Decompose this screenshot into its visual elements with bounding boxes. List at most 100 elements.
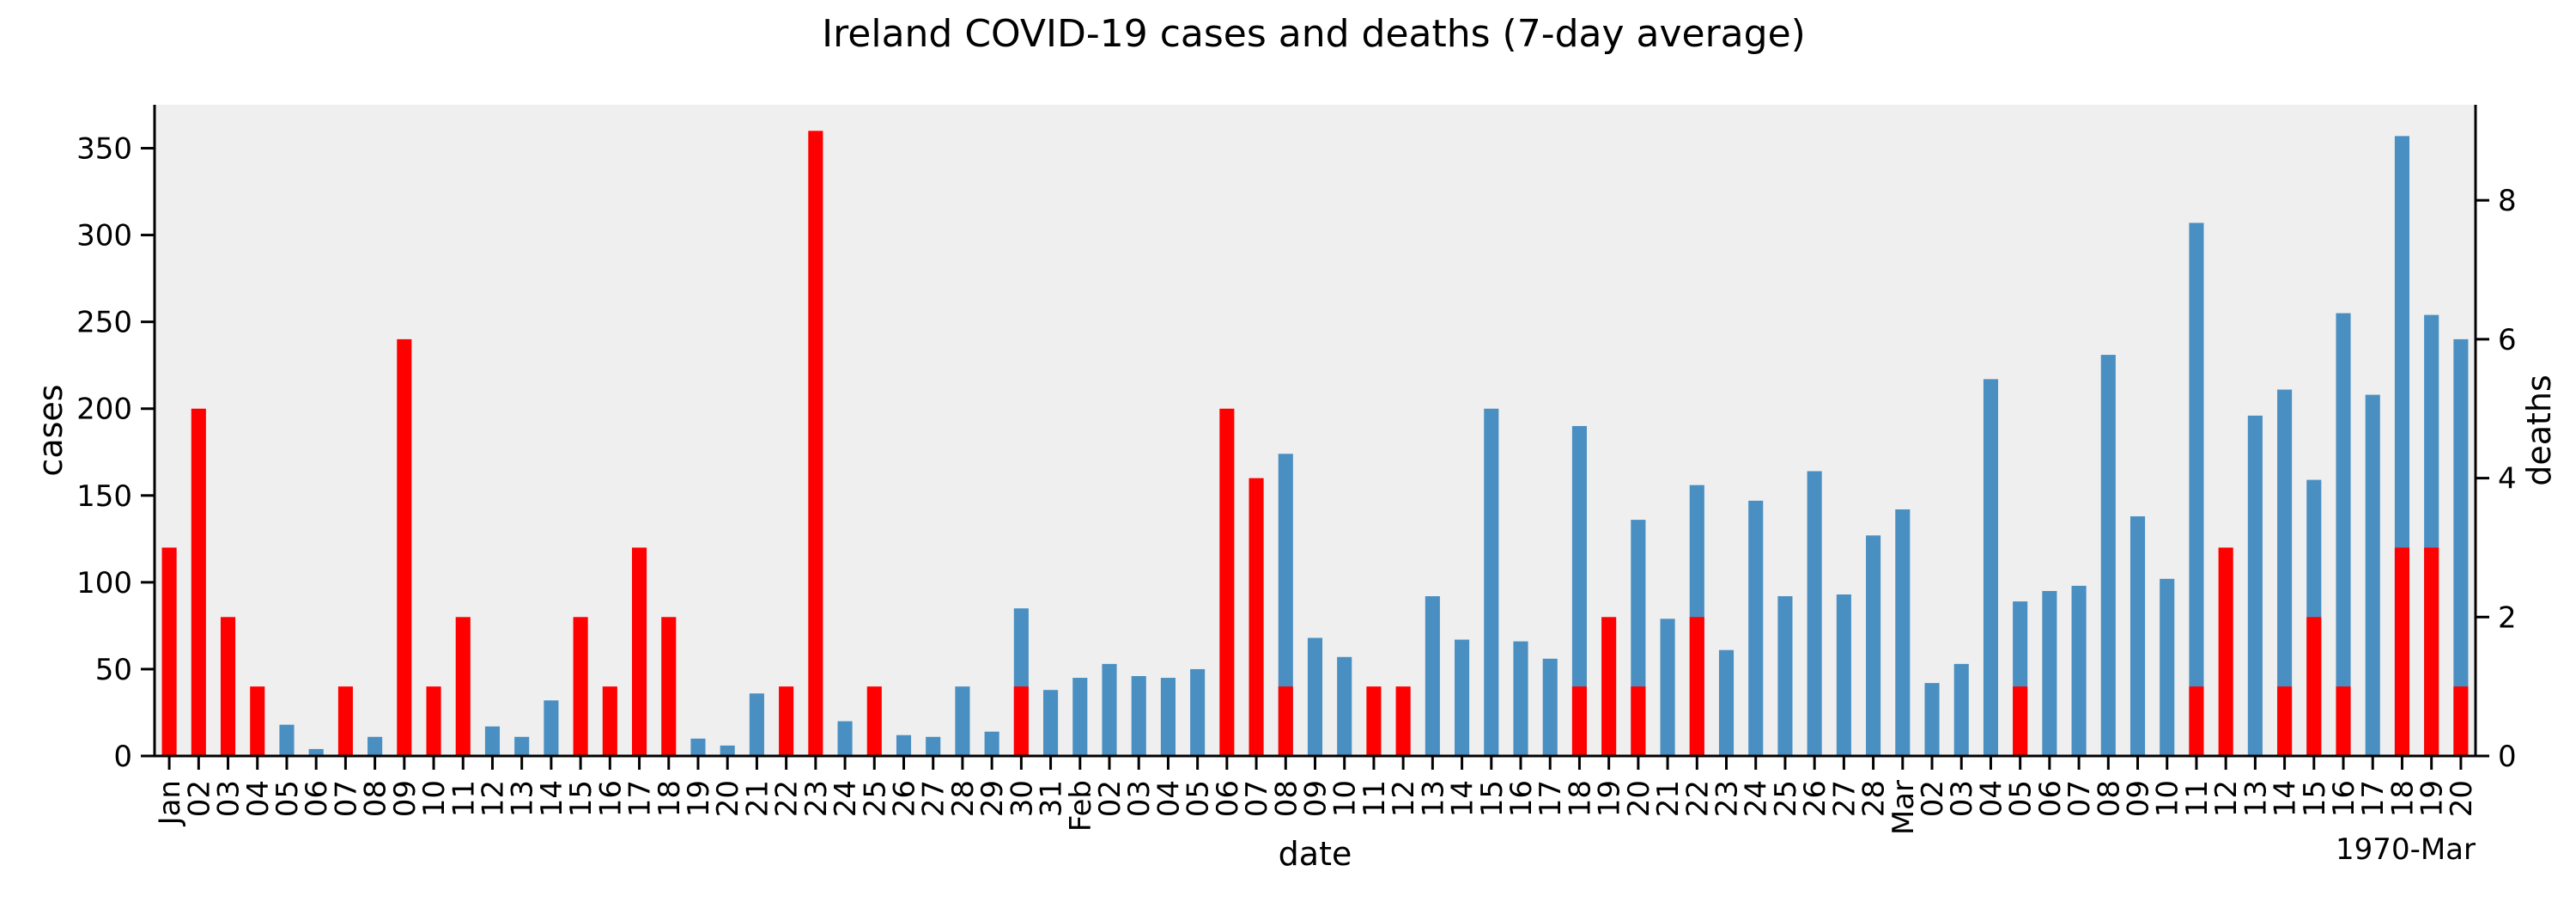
y-axis-title: cases bbox=[32, 384, 70, 476]
cases-bar bbox=[1748, 500, 1764, 756]
x-axis-offset-label: 1970-Mar bbox=[2336, 832, 2476, 867]
x-tick-label: 21 bbox=[1651, 780, 1686, 817]
x-tick-label: 17 bbox=[2356, 780, 2391, 817]
deaths-bar bbox=[1013, 686, 1029, 756]
deaths-bar bbox=[631, 547, 647, 756]
cases-bar bbox=[368, 736, 383, 756]
deaths-bar bbox=[2218, 547, 2233, 756]
cases-bar bbox=[2160, 578, 2175, 756]
deaths-bar bbox=[1278, 686, 1293, 756]
x-axis-title: date bbox=[1279, 835, 1352, 873]
cases-bar bbox=[2071, 585, 2087, 756]
y-tick-label: 100 bbox=[76, 566, 132, 600]
deaths-bar bbox=[397, 338, 412, 756]
x-tick-label: 11 bbox=[2180, 780, 2215, 817]
cases-bar bbox=[484, 726, 501, 756]
deaths-bar bbox=[1366, 686, 1382, 756]
x-tick-label: 05 bbox=[2004, 780, 2038, 817]
deaths-bar bbox=[220, 617, 236, 756]
x-tick-label: 26 bbox=[1798, 780, 1832, 817]
x-tick-label: 22 bbox=[1680, 780, 1715, 817]
x-tick-label: 22 bbox=[770, 780, 805, 817]
deaths-bar bbox=[573, 617, 588, 756]
cases-bar bbox=[1160, 678, 1176, 756]
cases-bar bbox=[1072, 678, 1088, 756]
deaths-bar bbox=[337, 686, 353, 756]
cases-bar bbox=[1542, 658, 1558, 756]
deaths-bar bbox=[2013, 686, 2028, 756]
x-tick-label: 24 bbox=[829, 780, 863, 817]
x-tick-label: 19 bbox=[1593, 780, 1627, 817]
x-tick-label: 04 bbox=[1974, 780, 2008, 817]
x-tick-label: 03 bbox=[1122, 780, 1157, 817]
x-tick-label: 17 bbox=[623, 780, 658, 817]
x-tick-label: 16 bbox=[2327, 780, 2361, 817]
x-tick-label: 03 bbox=[212, 780, 246, 817]
deaths-bar bbox=[661, 617, 677, 756]
x-tick-label: 08 bbox=[2092, 780, 2126, 817]
cases-bar bbox=[720, 745, 735, 756]
x-tick-label: 25 bbox=[1769, 780, 1803, 817]
y-tick-label: 200 bbox=[76, 393, 132, 427]
cases-bar bbox=[1307, 637, 1323, 756]
x-tick-label: 15 bbox=[1475, 780, 1510, 817]
cases-bar bbox=[1571, 425, 1587, 756]
deaths-bar bbox=[161, 547, 177, 756]
cases-bar bbox=[308, 748, 324, 756]
x-tick-label: 04 bbox=[1151, 780, 1186, 817]
deaths-bar bbox=[1395, 686, 1411, 756]
x-tick-label: 14 bbox=[2269, 780, 2303, 817]
x-tick-label: 12 bbox=[1387, 780, 1421, 817]
y2-tick-label: 4 bbox=[2498, 462, 2517, 497]
cases-bar bbox=[1836, 594, 1851, 756]
deaths-bar bbox=[866, 686, 882, 756]
x-tick-label: 19 bbox=[682, 780, 716, 817]
x-tick-label: 18 bbox=[2385, 780, 2420, 817]
deaths-bar bbox=[2424, 547, 2439, 756]
x-tick-label: 16 bbox=[1504, 780, 1539, 817]
x-tick-label: 28 bbox=[946, 780, 981, 817]
x-tick-label: 09 bbox=[1299, 780, 1334, 817]
deaths-bar bbox=[1571, 686, 1587, 756]
cases-bar bbox=[2247, 415, 2263, 756]
cases-bar bbox=[837, 721, 853, 756]
y-tick-label: 150 bbox=[76, 479, 132, 514]
deaths-bar bbox=[2453, 686, 2469, 756]
y2-tick-label: 2 bbox=[2498, 600, 2517, 635]
x-tick-label: 27 bbox=[917, 780, 951, 817]
cases-bar bbox=[544, 700, 559, 756]
x-tick-label: 05 bbox=[270, 780, 305, 817]
cases-bar bbox=[1484, 408, 1499, 756]
x-tick-label: 14 bbox=[1446, 780, 1480, 817]
cases-bar bbox=[2100, 355, 2116, 756]
x-tick-label: 15 bbox=[564, 780, 598, 817]
cases-bar bbox=[955, 686, 970, 756]
cases-bar bbox=[1660, 619, 1675, 756]
deaths-bar bbox=[2277, 686, 2293, 756]
x-tick-label: 21 bbox=[740, 780, 775, 817]
cases-bar bbox=[2129, 516, 2146, 756]
x-tick-label: 20 bbox=[1622, 780, 1656, 817]
x-tick-label: 13 bbox=[1416, 780, 1450, 817]
deaths-bar bbox=[1249, 478, 1264, 756]
x-tick-label: 25 bbox=[858, 780, 892, 817]
x-tick-label: 31 bbox=[1035, 780, 1069, 817]
y2-tick-label: 6 bbox=[2498, 323, 2517, 357]
deaths-bar bbox=[1219, 408, 1235, 756]
cases-bar bbox=[1131, 676, 1146, 756]
x-tick-label: 26 bbox=[887, 780, 921, 817]
x-tick-label: 18 bbox=[653, 780, 687, 817]
y-tick-label: 350 bbox=[76, 132, 132, 167]
deaths-bar bbox=[2336, 686, 2351, 756]
cases-bar bbox=[1866, 535, 1881, 756]
x-tick-label: 16 bbox=[593, 780, 628, 817]
x-tick-label: 23 bbox=[799, 780, 834, 817]
cases-bar bbox=[279, 724, 295, 756]
deaths-bar bbox=[808, 131, 823, 756]
x-tick-label: 18 bbox=[1563, 780, 1597, 817]
cases-bar bbox=[1777, 596, 1793, 756]
deaths-bar bbox=[191, 408, 206, 756]
x-tick-label: 09 bbox=[2122, 780, 2156, 817]
